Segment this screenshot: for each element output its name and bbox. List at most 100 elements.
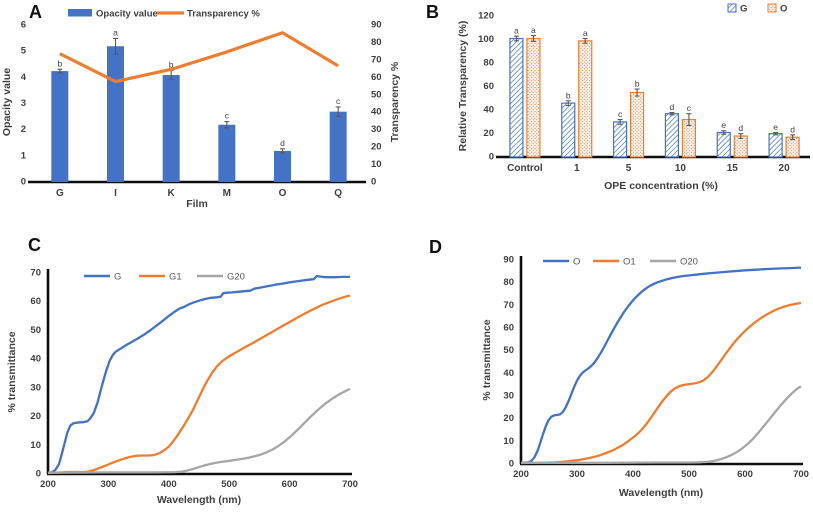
c-legend-label-G20: G20 (227, 272, 245, 283)
a-right-axis-tick: 90 (371, 20, 382, 31)
d-series-O20 (521, 385, 802, 464)
a-left-axis-tick: 1 (21, 150, 27, 161)
panel-d-label: D (429, 237, 442, 257)
d-y-axis-title: % transmittance (481, 319, 493, 400)
b-legend-g-swatch (727, 3, 737, 13)
a-left-axis-tick: 0 (21, 177, 26, 188)
a-bar-M (218, 124, 236, 182)
a-sig-letter: c (225, 111, 230, 121)
a-right-axis-tick: 70 (371, 54, 382, 65)
b-bar-O-20 (785, 136, 800, 158)
a-x-axis-title: Film (186, 198, 208, 210)
panel-b-label: B (426, 2, 439, 22)
b-x-axis-title: OPE concentration (%) (604, 180, 718, 192)
c-series-G1 (47, 294, 351, 475)
b-category-label: 5 (626, 163, 632, 174)
c-x-axis-tick: 500 (221, 479, 237, 490)
d-legend-label-O: O (573, 257, 580, 268)
b-sig-letter: d (738, 123, 743, 133)
a-bar-K (162, 75, 180, 182)
b-sig-letter: b (566, 90, 571, 100)
a-left-axis-tick: 6 (21, 20, 26, 31)
a-right-axis-tick: 40 (371, 107, 382, 118)
a-right-axis-tick: 60 (371, 72, 382, 83)
a-right-axis-tick: 0 (371, 177, 376, 188)
a-right-axis-tick: 80 (371, 37, 382, 48)
b-bar-G-5 (612, 121, 628, 158)
c-legend-label-G: G (114, 272, 121, 283)
d-x-axis-tick: 700 (793, 469, 809, 480)
b-sig-letter: a (514, 26, 519, 36)
b-category-label: Control (507, 163, 543, 174)
b-bar-O-5 (629, 91, 645, 158)
b-bar-G-15 (716, 131, 731, 158)
b-y-axis-tick: 100 (478, 34, 494, 45)
c-series-G20 (47, 387, 351, 474)
c-x-axis-tick: 300 (100, 479, 116, 490)
a-category-label: O (279, 188, 287, 199)
a-sig-letter: d (280, 138, 285, 148)
b-bar-O-Control (526, 37, 541, 158)
c-y-axis-tick: 30 (30, 382, 41, 393)
b-y-axis-tick: 60 (483, 81, 494, 92)
b-sig-letter: e (721, 120, 726, 130)
b-bar-O-15 (733, 135, 748, 158)
a-category-label: M (223, 188, 231, 199)
a-category-label: K (168, 188, 176, 199)
a-legend-line-label: Transparency % (187, 9, 260, 20)
c-y-axis-tick: 0 (36, 469, 41, 480)
d-legend-label-O20: O20 (680, 257, 698, 268)
b-sig-letter: e (773, 122, 778, 132)
b-legend-o-label: O (780, 4, 787, 15)
a-left-axis-tick: 2 (21, 124, 26, 135)
d-series-O (520, 266, 802, 465)
a-category-label: I (114, 188, 117, 199)
b-legend-o-swatch (767, 3, 777, 13)
panel-c-label: C (28, 235, 41, 255)
d-x-axis-tick: 600 (737, 469, 753, 480)
b-y-axis-tick: 0 (489, 152, 494, 163)
b-category-label: 20 (779, 163, 791, 174)
d-y-axis-tick: 50 (503, 345, 514, 356)
c-y-axis-tick: 60 (30, 296, 41, 307)
b-sig-letter: a (583, 28, 588, 38)
a-bar-Q (329, 111, 347, 182)
a-bar-I (107, 46, 124, 182)
a-right-axis-tick: 20 (371, 142, 382, 153)
b-bar-O-1 (578, 40, 593, 158)
c-x-axis-title: Wavelength (nm) (157, 494, 241, 506)
b-sig-letter: d (670, 102, 675, 112)
d-y-axis-tick: 80 (503, 277, 514, 288)
d-x-axis-tick: 200 (513, 469, 529, 480)
c-x-axis-tick: 200 (40, 479, 56, 490)
a-left-axis-tick: 4 (21, 72, 27, 83)
c-y-axis-tick: 10 (30, 440, 41, 451)
c-series-G (47, 274, 350, 475)
c-y-axis-tick: 50 (30, 325, 41, 336)
b-category-label: 15 (727, 163, 739, 174)
b-sig-letter: b (635, 79, 640, 89)
panel-a-label: A (29, 2, 42, 22)
d-x-axis-tick: 300 (569, 469, 585, 480)
a-y-axis-title-right: Transparency % (389, 61, 401, 142)
c-legend-label-G1: G1 (169, 272, 182, 283)
d-x-axis-title: Wavelength (nm) (619, 487, 703, 499)
a-sig-letter: b (169, 60, 174, 70)
d-y-axis-tick: 40 (503, 368, 514, 379)
c-y-axis-tick: 70 (30, 268, 41, 279)
b-sig-letter: c (687, 103, 692, 113)
c-x-axis-tick: 400 (161, 479, 177, 490)
a-right-axis-tick: 50 (371, 89, 382, 100)
a-bar-O (274, 150, 291, 182)
panel-d-chart: 0 10 20 30 40 50 60 70 80 90 200 300 400 500 600 700 O O1… (481, 255, 809, 500)
c-y-axis-title: % transmittance (6, 331, 18, 412)
b-bar-G-Control (509, 37, 524, 158)
a-left-axis-tick: 3 (21, 98, 26, 109)
b-y-axis-tick: 80 (483, 58, 494, 69)
b-category-label: 10 (675, 163, 687, 174)
a-sig-letter: b (57, 58, 62, 68)
a-y-axis-title-left: Opacity value (1, 68, 13, 136)
d-y-axis-tick: 90 (503, 255, 514, 266)
b-sig-letter: c (618, 109, 623, 119)
